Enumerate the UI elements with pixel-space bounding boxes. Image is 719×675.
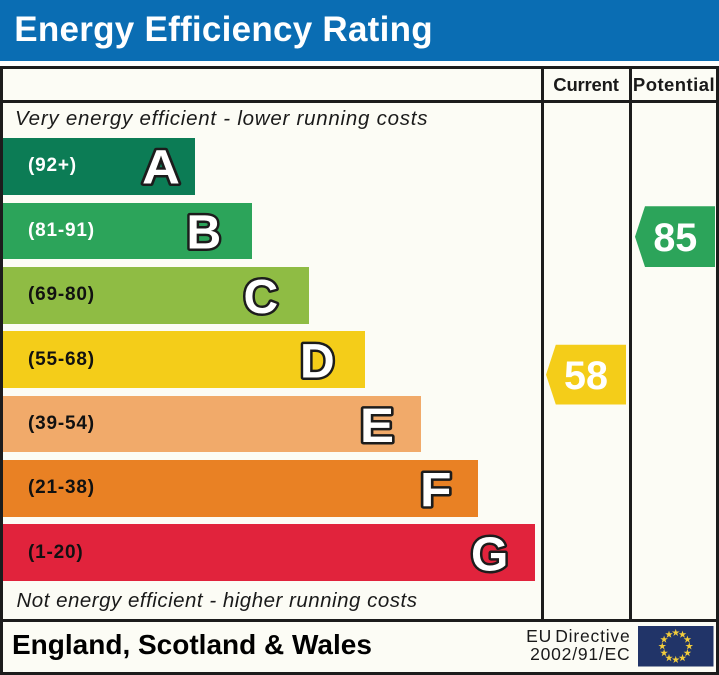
svg-text:F: F bbox=[420, 464, 452, 517]
svg-text:G: G bbox=[471, 529, 508, 582]
svg-text:85: 85 bbox=[653, 216, 697, 260]
svg-text:58: 58 bbox=[564, 354, 608, 398]
svg-text:A: A bbox=[142, 141, 180, 194]
svg-text:E: E bbox=[360, 400, 394, 453]
svg-text:C: C bbox=[244, 271, 279, 324]
svg-text:D: D bbox=[300, 335, 335, 388]
svg-text:B: B bbox=[187, 207, 222, 260]
